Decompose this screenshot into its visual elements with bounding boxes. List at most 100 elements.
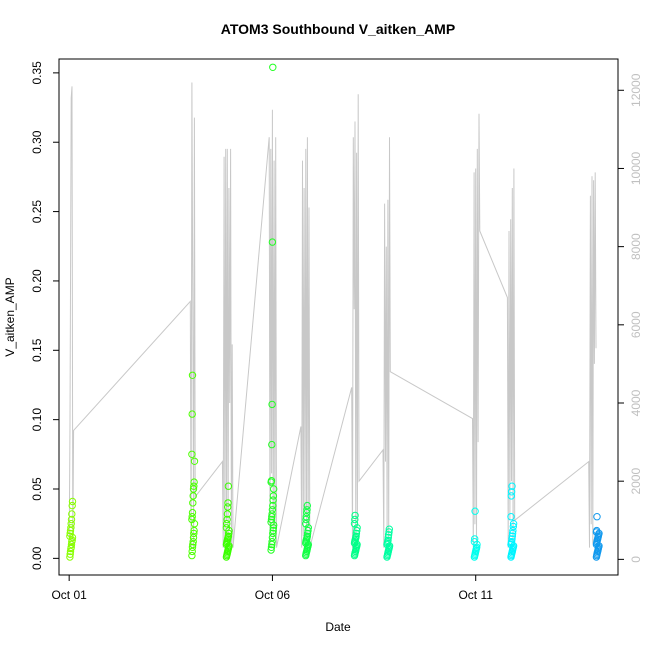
data-point [507,538,516,546]
y-tick-label: 0.15 [30,338,44,362]
data-point [303,506,311,514]
x-axis: Oct 01 Oct 06 Oct 11 [51,574,493,602]
data-point [224,499,232,507]
data-point [385,528,393,536]
data-point [267,515,276,524]
y2-tick-label: 10000 [629,151,643,185]
data-point [188,410,196,418]
data-point [223,510,232,518]
data-point [188,543,197,551]
data-point [267,546,275,554]
data-point [222,524,231,532]
y2-tick-label: 8000 [629,233,643,260]
data-point [304,524,312,532]
x-axis-label: Date [325,620,351,634]
data-point [384,533,392,542]
data-point [269,526,277,535]
y-axis: 0.00 0.05 0.10 0.15 0.20 0.25 0.30 0.35 [30,61,60,570]
data-point [269,496,277,504]
data-point [507,488,516,496]
data-point [190,457,199,465]
y-tick-label: 0.05 [30,477,44,501]
data-point [267,477,276,485]
series-line [68,82,597,548]
data-point [190,482,198,490]
y-tick-label: 0.35 [30,61,44,85]
data-point [189,499,197,507]
data-point [224,482,233,490]
data-point [268,538,276,546]
data-point [302,513,310,521]
data-point [350,520,359,528]
data-point [384,531,393,539]
data-point [67,524,75,532]
data-point [268,513,276,521]
data-point [188,515,196,524]
data-point [268,540,276,549]
data-point [67,543,75,551]
right-axis-line-layer [68,82,597,548]
data-point [223,515,231,524]
data-point [269,63,277,72]
x-tick-label: Oct 01 [51,588,87,602]
data-point [189,538,197,546]
plot-frame [58,58,619,576]
data-point [190,529,198,538]
y-tick-label: 0.25 [30,200,44,224]
x-tick-label: Oct 06 [255,588,291,602]
data-point [508,529,517,538]
data-point [268,510,276,518]
data-point [471,507,479,515]
data-point [267,518,275,526]
data-point [68,501,76,510]
data-point [353,526,361,535]
data-point [268,400,276,409]
y2-tick-label: 12000 [629,73,643,107]
data-point [384,536,392,544]
data-point [303,529,312,538]
data-point [269,529,277,538]
data-point [509,520,518,528]
data-point [385,525,393,533]
data-point [507,513,515,521]
data-point [224,503,232,511]
data-point [66,532,74,540]
y2-axis: 0 2000 4000 6000 8000 10000 12000 [617,73,643,563]
data-point [302,520,310,528]
data-point [352,532,360,540]
data-point [68,536,76,544]
y-axis-label: V_aitken_AMP [3,277,17,356]
data-point [303,501,311,510]
y2-tick-label: 2000 [629,468,643,495]
data-point [68,497,77,506]
data-point [190,478,198,486]
data-point [223,520,231,528]
data-point [303,508,311,517]
data-point [268,506,277,514]
data-point [188,371,197,379]
data-point [269,501,277,510]
data-point [189,533,198,542]
data-point [66,553,74,561]
data-point [351,515,359,524]
data-point [190,526,198,535]
data-point [68,510,76,518]
data-point [471,535,479,543]
y-tick-label: 0.00 [30,546,44,570]
data-point [269,492,278,500]
data-point [508,532,516,540]
data-point [507,492,515,500]
data-point [66,526,75,535]
y2-tick-label: 6000 [629,311,643,338]
data-point [270,485,278,493]
y2-tick-label: 4000 [629,389,643,416]
data-point [66,529,74,538]
y2-tick-label: 0 [629,556,643,563]
data-point [470,538,479,546]
data-point [508,482,516,490]
data-point [188,508,197,517]
data-point [509,526,517,535]
y-tick-label: 0.20 [30,269,44,293]
data-point [509,522,517,531]
scatter-point-layer [66,63,603,561]
